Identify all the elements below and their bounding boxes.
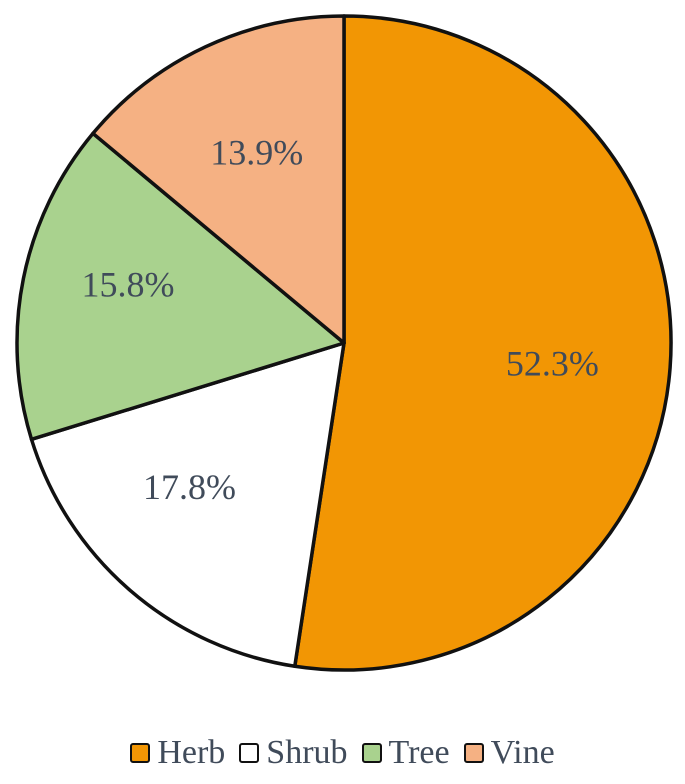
legend-label-shrub: Shrub	[266, 734, 348, 771]
legend-swatch-shrub	[239, 743, 260, 763]
legend-item-vine: Vine	[463, 734, 555, 771]
legend-label-herb: Herb	[157, 734, 226, 771]
legend-label-vine: Vine	[490, 734, 555, 771]
pie-chart: 52.3% 17.8% 15.8% 13.9%	[15, 14, 673, 672]
legend: Herb Shrub Tree Vine	[0, 728, 685, 778]
legend-item-shrub: Shrub	[239, 734, 348, 771]
legend-item-tree: Tree	[361, 734, 450, 771]
pie-slice-shrub	[29, 341, 346, 669]
pie-slice-tree	[15, 131, 346, 442]
legend-item-herb: Herb	[130, 736, 225, 770]
data-label-vine: 13.9%	[210, 132, 303, 172]
legend-swatch-tree	[361, 743, 382, 763]
pie-slice-herb	[293, 14, 673, 672]
pie-slices	[15, 14, 673, 672]
legend-swatch-herb	[130, 743, 151, 763]
data-label-shrub: 17.8%	[143, 467, 236, 507]
legend-swatch-vine	[463, 743, 484, 763]
data-label-herb: 52.3%	[506, 344, 599, 384]
pie-slice-vine	[91, 14, 346, 345]
pie-data-labels: 52.3% 17.8% 15.8% 13.9%	[82, 132, 599, 507]
data-label-tree: 15.8%	[82, 264, 175, 304]
legend-label-tree: Tree	[388, 734, 450, 771]
